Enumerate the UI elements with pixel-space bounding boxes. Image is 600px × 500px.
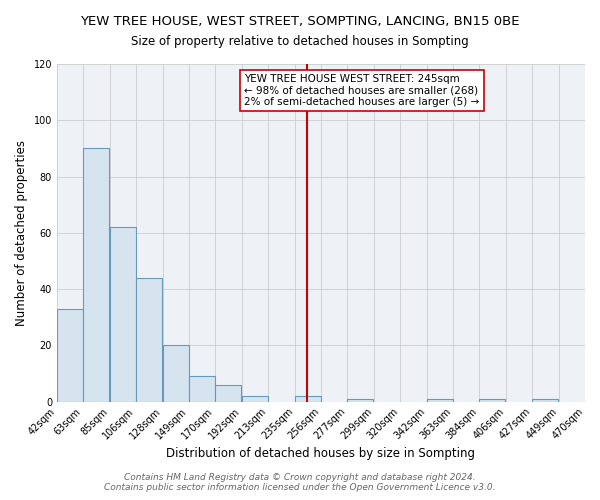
Bar: [427, 399, 453, 402]
Text: Contains HM Land Registry data © Crown copyright and database right 2024.
Contai: Contains HM Land Registry data © Crown c…: [104, 473, 496, 492]
Text: YEW TREE HOUSE, WEST STREET, SOMPTING, LANCING, BN15 0BE: YEW TREE HOUSE, WEST STREET, SOMPTING, L…: [80, 15, 520, 28]
Bar: [189, 376, 215, 402]
Bar: [163, 346, 189, 402]
Bar: [136, 278, 162, 402]
Bar: [295, 396, 321, 402]
Bar: [347, 399, 373, 402]
Text: Size of property relative to detached houses in Sompting: Size of property relative to detached ho…: [131, 35, 469, 48]
Y-axis label: Number of detached properties: Number of detached properties: [15, 140, 28, 326]
Bar: [110, 227, 136, 402]
Bar: [479, 399, 505, 402]
Bar: [57, 308, 83, 402]
Bar: [532, 399, 558, 402]
X-axis label: Distribution of detached houses by size in Sompting: Distribution of detached houses by size …: [166, 447, 475, 460]
Bar: [242, 396, 268, 402]
Text: YEW TREE HOUSE WEST STREET: 245sqm
← 98% of detached houses are smaller (268)
2%: YEW TREE HOUSE WEST STREET: 245sqm ← 98%…: [244, 74, 479, 108]
Bar: [83, 148, 109, 402]
Bar: [215, 384, 241, 402]
